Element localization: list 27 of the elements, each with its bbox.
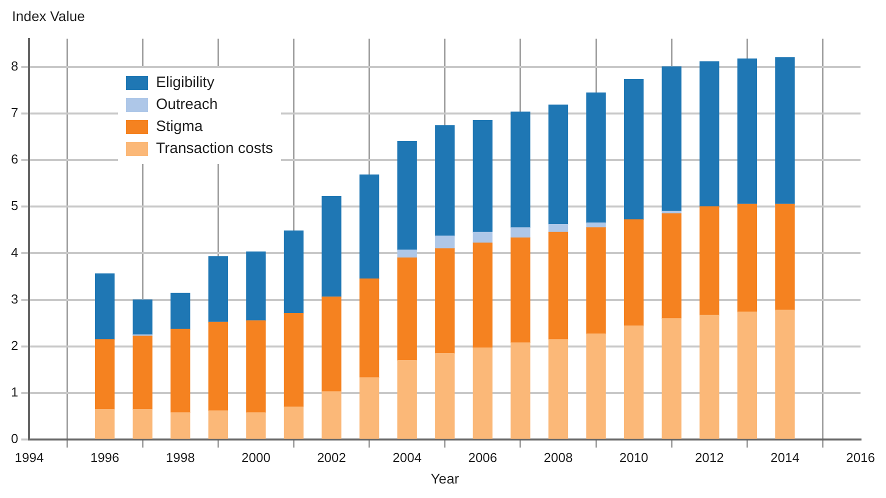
legend-label: Outreach bbox=[156, 95, 218, 115]
x-tick-label: 2000 bbox=[241, 450, 270, 465]
x-tick-label: 2012 bbox=[694, 450, 724, 465]
x-tick-label: 2010 bbox=[619, 450, 648, 465]
x-axis-title: Year bbox=[430, 470, 460, 486]
y-tick-label: 5 bbox=[10, 198, 18, 214]
y-axis-title: Index Value bbox=[12, 8, 85, 24]
x-tick-label: 2016 bbox=[846, 450, 875, 465]
x-tick-label: 1998 bbox=[166, 450, 195, 465]
y-tick-label: 7 bbox=[10, 104, 18, 120]
y-tick-label: 4 bbox=[10, 244, 18, 260]
x-tick-label: 2014 bbox=[770, 450, 800, 465]
y-tick-label: 2 bbox=[10, 338, 18, 353]
x-tick-label: 1996 bbox=[90, 450, 120, 465]
x-tick-label: 1994 bbox=[14, 450, 44, 465]
legend-label: Eligibility bbox=[156, 73, 214, 93]
x-tick-label: 2008 bbox=[544, 450, 573, 465]
x-tick-label: 2002 bbox=[317, 450, 346, 465]
x-tick-label: 2004 bbox=[392, 450, 422, 465]
legend-label: Transaction costs bbox=[156, 139, 273, 159]
x-tick-label: 2006 bbox=[468, 450, 498, 465]
y-tick-label: 8 bbox=[10, 58, 18, 74]
y-tick-label: 3 bbox=[10, 291, 18, 306]
y-tick-label: 6 bbox=[10, 152, 18, 167]
legend-label: Stigma bbox=[156, 117, 203, 137]
y-tick-label: 1 bbox=[10, 384, 18, 400]
y-tick-label: 0 bbox=[10, 431, 18, 446]
